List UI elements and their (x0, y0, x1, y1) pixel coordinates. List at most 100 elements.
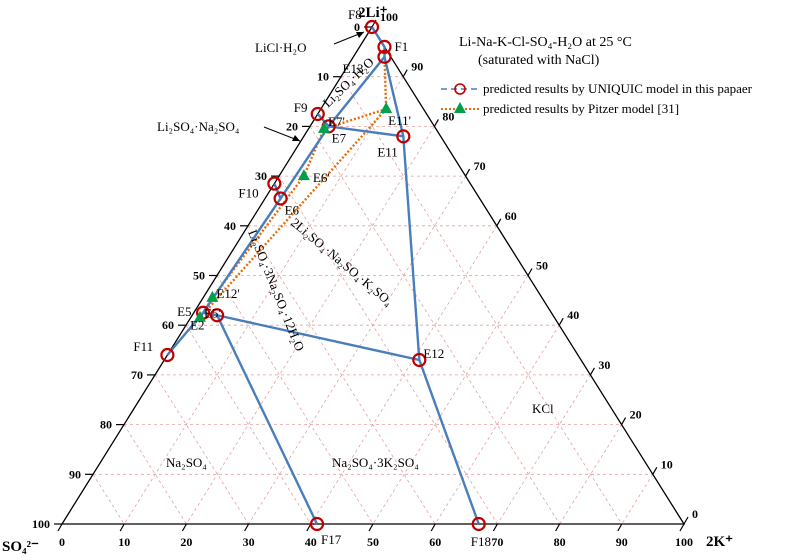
point-label-e12p: E12' (216, 286, 239, 301)
point-label-e11p: E11' (388, 113, 411, 128)
uniquic-point-e2 (209, 308, 225, 323)
point-label-f18: F18 (471, 534, 491, 549)
bottom-tick-label: 50 (367, 535, 379, 549)
grid-line-k (186, 126, 435, 525)
uniquic-point-e12 (412, 352, 427, 368)
region-labels: LiCl·H₂O Li₂SO₄·H₂O Li₂SO₄·Na₂SO₄ 2Li₂SO… (157, 31, 554, 470)
uniquic-phase-boundary (201, 197, 420, 362)
vertex-top-label: 2Li⁺ (358, 5, 388, 21)
uniquic-phase-boundary (273, 113, 331, 201)
tick-labels: 0010010109020208030307040406050505060604… (32, 10, 698, 549)
right-tick-label: 70 (474, 159, 486, 173)
bottom-tick-mark (430, 523, 436, 532)
point-label-f17: F17 (321, 532, 342, 547)
bottom-tick-label: 70 (491, 535, 503, 549)
bottom-tick-label: 40 (305, 535, 317, 549)
right-tick-label: 20 (630, 408, 642, 422)
bottom-tick-mark (244, 523, 250, 532)
legend: predicted results by UNIQUIC model in th… (441, 81, 753, 116)
right-tick-mark (683, 516, 689, 525)
grid-line-so4 (278, 175, 498, 525)
point-label-e6: E6 (285, 202, 300, 217)
right-tick-label: 0 (692, 507, 698, 521)
point-label-f1: F1 (394, 39, 408, 54)
grid-line-so4 (216, 275, 374, 525)
region-kcl: KCl (532, 401, 554, 416)
uniquic-point-f8 (364, 19, 380, 35)
left-tick-label: 70 (131, 368, 143, 382)
grid-line-k (248, 175, 466, 525)
region-double-salt: 2Li₂SO₄·Na₂SO₄·K₂SO₄ (288, 215, 396, 309)
point-label-f11: F11 (133, 339, 153, 354)
point-label-e5: E5 (177, 304, 191, 319)
bottom-tick-label: 10 (118, 535, 130, 549)
grid-line-so4 (123, 424, 187, 525)
uniquic-point-f10 (267, 176, 282, 191)
point-label-e12: E12 (423, 346, 444, 361)
uniquic-point-f1 (377, 39, 392, 54)
bottom-tick-label: 60 (429, 535, 441, 549)
pitzer-point-e11p (380, 102, 393, 114)
uniquic-lines (166, 26, 480, 525)
bottom-tick-mark (181, 523, 187, 532)
bottom-tick-label: 0 (59, 535, 65, 549)
right-tick-mark (589, 367, 595, 376)
right-tick-label: 100 (380, 10, 398, 24)
region-licl: LiCl·H₂O (255, 40, 306, 55)
vertex-left-label: SO₄²⁻ (2, 539, 39, 555)
left-tick-label: 90 (69, 467, 81, 481)
right-tick-mark (433, 119, 439, 127)
bottom-tick-mark (679, 523, 685, 532)
grid-lines (92, 76, 654, 525)
bottom-tick-label: 80 (554, 535, 566, 549)
bottom-tick-label: 20 (180, 535, 192, 549)
point-label-f9: F9 (294, 100, 308, 115)
right-tick-mark (465, 168, 471, 177)
uniquic-point-f9 (310, 106, 325, 122)
grid-line-k (559, 424, 622, 525)
grid-line-k (123, 76, 404, 525)
point-label-f10: F10 (238, 186, 258, 201)
right-tick-mark (496, 218, 502, 227)
right-tick-mark (527, 268, 533, 276)
licl-arrowhead (356, 32, 364, 38)
legend-uniquic-marker (454, 83, 466, 95)
region-glaserite: Na₂SO₄·3K₂SO₄ (332, 455, 419, 470)
bottom-tick-mark (57, 523, 63, 532)
left-tick-label: 60 (162, 318, 174, 332)
grid-line-k (621, 474, 654, 525)
left-tick-label: 30 (255, 169, 267, 183)
point-markers (160, 19, 486, 532)
grid-line-k (497, 374, 591, 525)
pitzer-point-e6p (297, 169, 310, 181)
right-tick-label: 40 (567, 308, 579, 322)
diagram-title: Li-Na-K-Cl-SO₄-H₂O at 25 °C (saturated w… (459, 35, 632, 68)
bottom-tick-mark (492, 523, 498, 532)
point-label-e5p: E5' (204, 306, 221, 321)
right-tick-label: 30 (598, 358, 610, 372)
grid-line-so4 (247, 225, 436, 525)
pitzer-phase-boundary (199, 108, 388, 319)
uniquic-point-f17 (309, 516, 325, 532)
right-tick-mark (621, 417, 627, 425)
uniquic-phase-boundary (215, 314, 319, 525)
right-tick-label: 50 (536, 259, 548, 273)
right-tick-mark (652, 467, 658, 475)
title-line1: Li-Na-K-Cl-SO₄-H₂O at 25 °C (459, 35, 632, 50)
grid-line-k (372, 275, 529, 525)
legend-uniquic-text: predicted results by UNIQUIC model in th… (483, 81, 753, 96)
grid-line-so4 (154, 374, 249, 525)
left-tick-label: 80 (100, 418, 112, 432)
left-tick-label: 20 (286, 119, 298, 133)
right-tick-label: 80 (442, 109, 454, 123)
point-label-e6p: E6' (313, 170, 330, 185)
uniquic-point-f18 (471, 516, 486, 532)
point-label-e7: E7 (332, 130, 347, 145)
title-line2: (saturated with NaCl) (478, 53, 600, 68)
right-tick-label: 10 (661, 457, 673, 471)
right-tick-label: 90 (411, 60, 423, 74)
legend-pitzer-marker (454, 102, 466, 113)
